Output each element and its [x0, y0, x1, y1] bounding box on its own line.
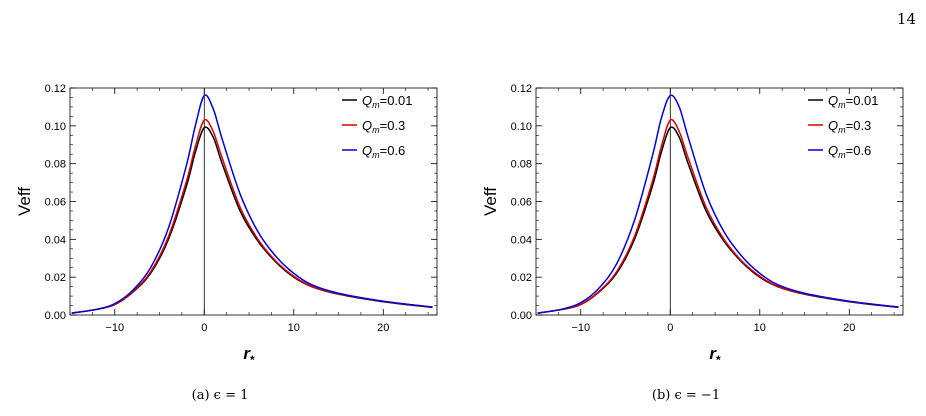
x-tick-label: −10 — [105, 322, 124, 334]
page-number: 14 — [896, 10, 916, 28]
y-axis-title: Veff — [15, 187, 34, 216]
chart-a: −10 0 10 20 0.00 0.02 0.04 0.06 0.08 0.10 0.12 Qm=0… — [15, 83, 438, 367]
series-line-2 — [537, 94, 899, 314]
y-tick-label: 0.12 — [511, 83, 532, 95]
x-axis-title: r* — [709, 344, 721, 367]
legend-label-2: Qm=0.6 — [362, 143, 405, 160]
x-tick-label: 0 — [667, 322, 673, 334]
y-axis-title: Veff — [481, 187, 500, 216]
y-tick-label: 0.02 — [45, 272, 66, 284]
legend-label-2: Qm=0.6 — [828, 143, 871, 160]
x-tick-label: 10 — [288, 322, 300, 334]
series-line-1 — [537, 118, 899, 314]
legend-label-0: Qm=0.01 — [828, 93, 879, 110]
legend-label-1: Qm=0.3 — [828, 118, 871, 135]
y-tick-label: 0.06 — [511, 197, 532, 209]
x-tick-label: 0 — [201, 322, 207, 334]
series-line-1 — [71, 118, 433, 314]
y-tick-label: 0.00 — [511, 310, 532, 322]
y-tick-label: 0.12 — [45, 83, 66, 95]
y-tick-label: 0.00 — [45, 310, 66, 322]
y-tick-label: 0.08 — [45, 159, 66, 171]
y-tick-label: 0.06 — [45, 197, 66, 209]
x-tick-label: −10 — [571, 322, 590, 334]
y-tick-label: 0.02 — [511, 272, 532, 284]
figure-panel-a: −10 0 10 20 0.00 0.02 0.04 0.06 0.08 0.10 0.12 Qm=0… — [10, 70, 450, 416]
x-tick-label: 10 — [754, 322, 766, 334]
y-tick-label: 0.10 — [45, 121, 66, 133]
x-tick-label: 20 — [843, 322, 855, 334]
y-tick-label: 0.08 — [511, 159, 532, 171]
series-line-2 — [71, 94, 433, 314]
legend-label-0: Qm=0.01 — [362, 93, 413, 110]
caption-a: (a) ϵ = 1 — [191, 388, 249, 403]
x-axis-title: r* — [243, 344, 255, 367]
chart-b: −10 0 10 20 0.00 0.02 0.04 0.06 0.08 0.10 0.12 Qm=0… — [481, 83, 904, 367]
x-tick-label: 20 — [377, 322, 389, 334]
y-tick-label: 0.10 — [511, 121, 532, 133]
y-tick-label: 0.04 — [45, 234, 66, 246]
figure-panel-b: −10 0 10 20 0.00 0.02 0.04 0.06 0.08 0.10 0.12 Qm=0… — [476, 70, 916, 416]
legend-label-1: Qm=0.3 — [362, 118, 405, 135]
y-tick-label: 0.04 — [511, 234, 532, 246]
caption-b: (b) ϵ = −1 — [651, 388, 721, 403]
